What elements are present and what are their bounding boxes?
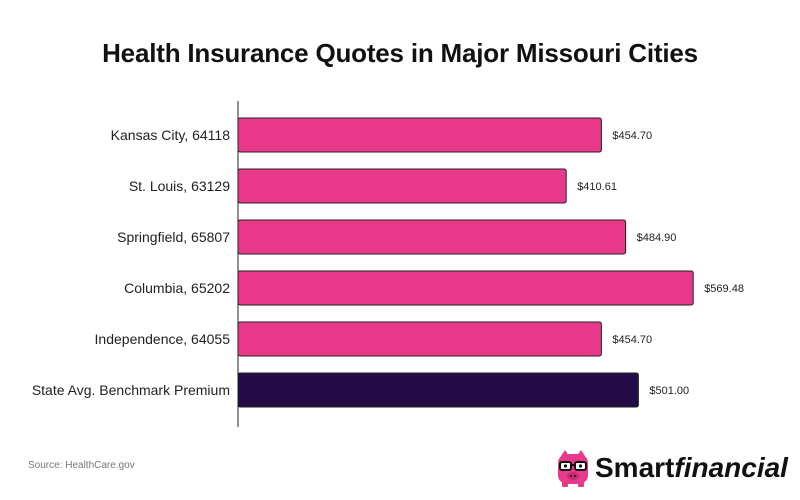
bar-1 [237,117,602,153]
category-label: Springfield, 65807 [117,229,230,245]
piggy-bank-with-glasses-icon [558,450,588,487]
bar-2 [237,168,567,204]
brand-name: Smartfinancial [595,452,788,484]
value-label: $569.48 [704,283,744,295]
category-label: State Avg. Benchmark Premium [32,382,230,398]
brand-name-financial: financial [674,452,788,483]
category-label: Columbia, 65202 [124,280,230,296]
value-label: $410.61 [577,181,617,193]
source-note: Source: HealthCare.gov [28,460,135,471]
category-label: Independence, 64055 [95,331,231,347]
category-label: Kansas City, 64118 [111,127,231,143]
bar-6 [237,372,639,408]
chart-title: Health Insurance Quotes in Major Missour… [102,38,698,68]
category-label: St. Louis, 63129 [129,178,230,194]
value-label: $454.70 [612,334,652,346]
value-label: $484.90 [637,232,677,244]
value-label: $454.70 [612,130,652,142]
bar-3 [237,219,627,255]
brand-logo: Smartfinancial [555,448,788,488]
value-label: $501.00 [649,385,689,397]
bar-4 [237,270,694,306]
bar-5 [237,321,602,357]
brand-name-smart: Smart [595,452,675,483]
bars-layer: Kansas City, 64118 $454.70 St. Louis, 6312… [32,117,744,408]
